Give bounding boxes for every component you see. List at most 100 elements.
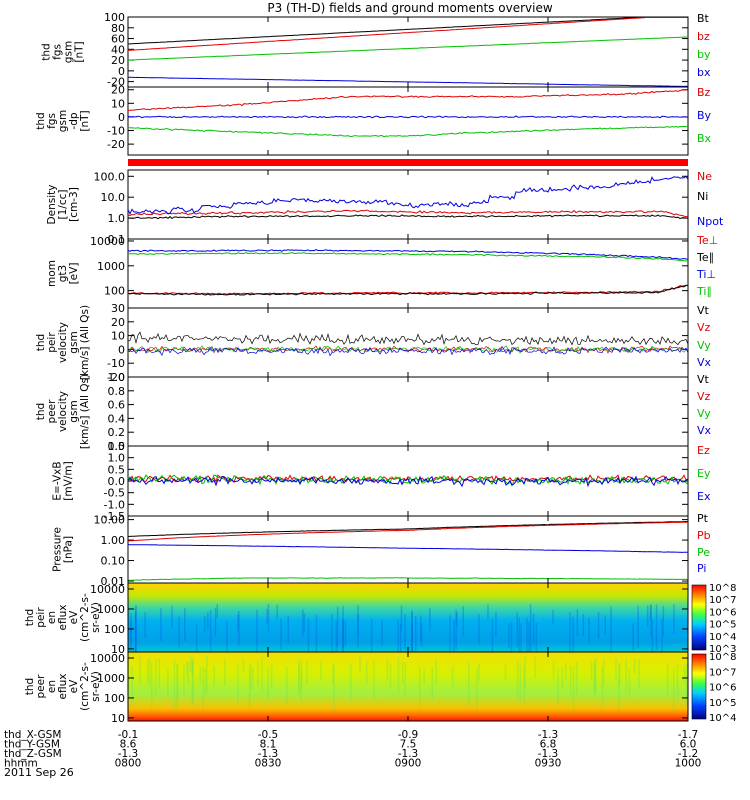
y-axis-label: mom — [46, 260, 58, 287]
ephemeris-value: -1.7 — [678, 729, 699, 741]
legend-Pi: Pi — [697, 562, 706, 575]
y-axis-label: fgs — [52, 44, 64, 60]
ephemeris-value: 8.1 — [260, 739, 277, 751]
y-tick-label: 20 — [111, 84, 125, 97]
y-tick-label: 0.6 — [108, 399, 126, 412]
series-Pi — [127, 544, 688, 553]
y-tick-label: 0.5 — [108, 463, 126, 476]
ephemeris-value: -0.9 — [398, 729, 419, 741]
legend-Pb: Pb — [697, 529, 711, 542]
legend-Vz: Vz — [697, 321, 711, 334]
y-tick-label: 10 — [111, 97, 125, 110]
series-By — [127, 115, 689, 119]
y-tick-label: 10 — [111, 330, 125, 343]
panel-peer-velocity: 1.00.80.60.40.20.0 thd peer velocity gsm [km/… — [35, 371, 712, 453]
legend-Te∥: Te∥ — [696, 251, 714, 264]
y-axis-label: peir — [35, 607, 47, 628]
y-axis-label: Density — [46, 185, 58, 225]
colorbar-tick-label: 10^6 — [709, 607, 736, 618]
legend-Ey: Ey — [697, 467, 711, 480]
colorbar-tick-label: 10^7 — [709, 595, 736, 606]
ephemeris-label: thd_Z-GSM — [4, 748, 62, 760]
legend-Pe: Pe — [697, 546, 710, 559]
y-axis-label: [km/s] (All Qs) — [79, 305, 91, 380]
y-axis-label: sr-eV) — [90, 671, 102, 702]
legend-Bx: Bx — [697, 132, 712, 145]
series-bz — [127, 17, 688, 51]
y-tick-label: 1000 — [97, 260, 125, 273]
y-tick-label: 1.5 — [108, 440, 126, 453]
y-tick-label: 100 — [104, 692, 125, 705]
y-tick-label: 10 — [111, 712, 125, 725]
y-axis-label: thd — [41, 43, 53, 60]
spectrogram — [128, 652, 688, 721]
panel-temperature: 10000 1000 100 mom gt3 [eV] Te⊥ Te∥ Ti⊥ Ti∥ — [46, 234, 718, 309]
y-axis-label: sr-eV) — [90, 602, 102, 633]
legend-Ti⊥: Ti⊥ — [696, 268, 716, 281]
y-tick-label: 0.0 — [108, 475, 126, 488]
ephemeris-value: -1.3 — [398, 748, 419, 760]
spectrogram — [128, 583, 688, 652]
colorbar — [691, 653, 707, 720]
y-tick-label: 0 — [118, 111, 125, 124]
y-axis-label: thd — [24, 678, 36, 695]
y-tick-label: 1.00 — [101, 534, 126, 547]
y-axis-label: eV — [68, 610, 80, 624]
y-axis-label: eV — [68, 679, 80, 693]
legend-Te⊥: Te⊥ — [696, 234, 718, 247]
y-axis-label: [nT] — [74, 41, 86, 62]
y-axis-label: velocity — [57, 322, 69, 363]
y-tick-label: -10 — [107, 125, 125, 138]
ephemeris-value: -1.3 — [258, 748, 279, 760]
y-axis-label: [nT] — [79, 110, 91, 131]
colorbar — [691, 584, 707, 651]
y-axis-label: peir — [46, 332, 58, 353]
y-tick-label: -1.5 — [104, 510, 125, 523]
colorbar-tick-label: 10^5 — [709, 620, 736, 631]
y-tick-label: 0.1 — [108, 233, 126, 246]
colorbar-tick-label: 10^6 — [709, 683, 736, 694]
y-tick-label: -20 — [107, 371, 125, 384]
colorbar-tick-label: 10^4 — [709, 632, 736, 643]
y-tick-label: -20 — [107, 138, 125, 151]
ephemeris-value: -1.2 — [678, 748, 699, 760]
separator-bar — [128, 159, 688, 166]
y-tick-label: 0.01 — [101, 575, 126, 588]
y-tick-label: 0.8 — [108, 385, 126, 398]
legend-Ez: Ez — [697, 444, 710, 457]
series-Ne — [127, 209, 689, 218]
ephemeris-value: 0830 — [255, 758, 282, 770]
legend-Vx: Vx — [697, 424, 712, 437]
y-tick-label: 0.4 — [108, 412, 126, 425]
y-tick-label: 1.0 — [108, 371, 126, 384]
y-axis-label: gsm — [57, 110, 69, 132]
series-Vx — [127, 345, 689, 357]
y-tick-label: -20 — [107, 76, 125, 89]
panel-frame — [127, 238, 689, 309]
panel-pressure: 10.00 1.00 0.10 0.01 Pressure [nPa] Pt Pb Pe Pi — [52, 512, 711, 588]
panel-peir-eflux: 10^310^410^510^610^710^810000100010010th… — [24, 582, 736, 671]
y-tick-label: 10000 — [90, 652, 125, 665]
y-tick-label: 0.2 — [108, 426, 126, 439]
y-axis-label: (cm^2-s- — [79, 662, 91, 711]
y-axis-label: [eV] — [68, 263, 80, 285]
ephemeris-value: -1.3 — [538, 748, 559, 760]
series-Ti∥ — [128, 251, 689, 262]
legend-Pt: Pt — [697, 512, 709, 525]
y-tick-label: 0 — [118, 65, 125, 78]
ephemeris-label: hhmm — [4, 758, 38, 770]
y-tick-label: 60 — [111, 33, 125, 46]
series-Ni — [127, 214, 689, 220]
y-axis-label: en — [46, 611, 58, 624]
series-Npot — [127, 175, 689, 215]
y-axis-label: thd — [35, 112, 47, 129]
ephemeris-value: 8.6 — [120, 739, 137, 751]
ephemeris-value: -0.5 — [258, 729, 279, 741]
y-tick-label: 0.0 — [108, 440, 126, 453]
series-Ex — [127, 475, 689, 488]
legend-Vt: Vt — [697, 373, 710, 386]
legend-Npot: Npot — [697, 215, 724, 228]
y-axis-label: [nPa] — [63, 536, 75, 563]
y-axis-label: en — [46, 680, 58, 693]
